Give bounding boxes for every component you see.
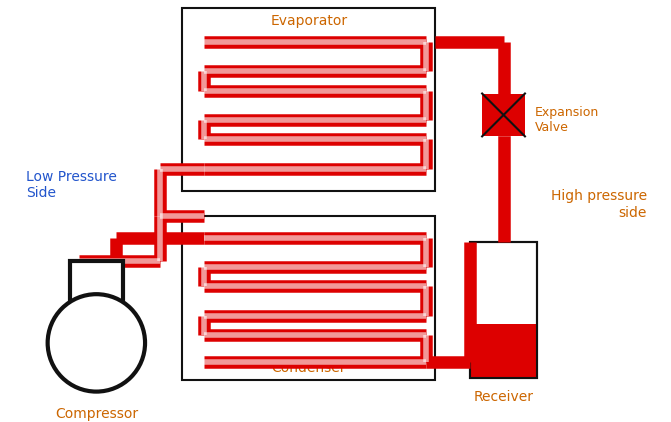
Bar [70, 261, 123, 302]
Text: Condenser: Condenser [272, 361, 346, 375]
Text: High pressure
side: High pressure side [551, 189, 647, 220]
Text: Evaporator: Evaporator [270, 14, 348, 28]
Bar [182, 8, 435, 191]
Bar [182, 216, 435, 380]
Text: Expansion
Valve: Expansion Valve [535, 106, 599, 134]
Text: mecholic.com: mecholic.com [272, 220, 397, 238]
Bar [470, 241, 537, 378]
Text: Receiver: Receiver [474, 390, 533, 404]
Bar [482, 94, 525, 136]
Text: Low Pressure
Side: Low Pressure Side [26, 170, 117, 200]
Bar [470, 325, 537, 378]
Text: Compressor: Compressor [55, 407, 138, 421]
Bar [470, 241, 537, 378]
Circle shape [48, 294, 145, 392]
